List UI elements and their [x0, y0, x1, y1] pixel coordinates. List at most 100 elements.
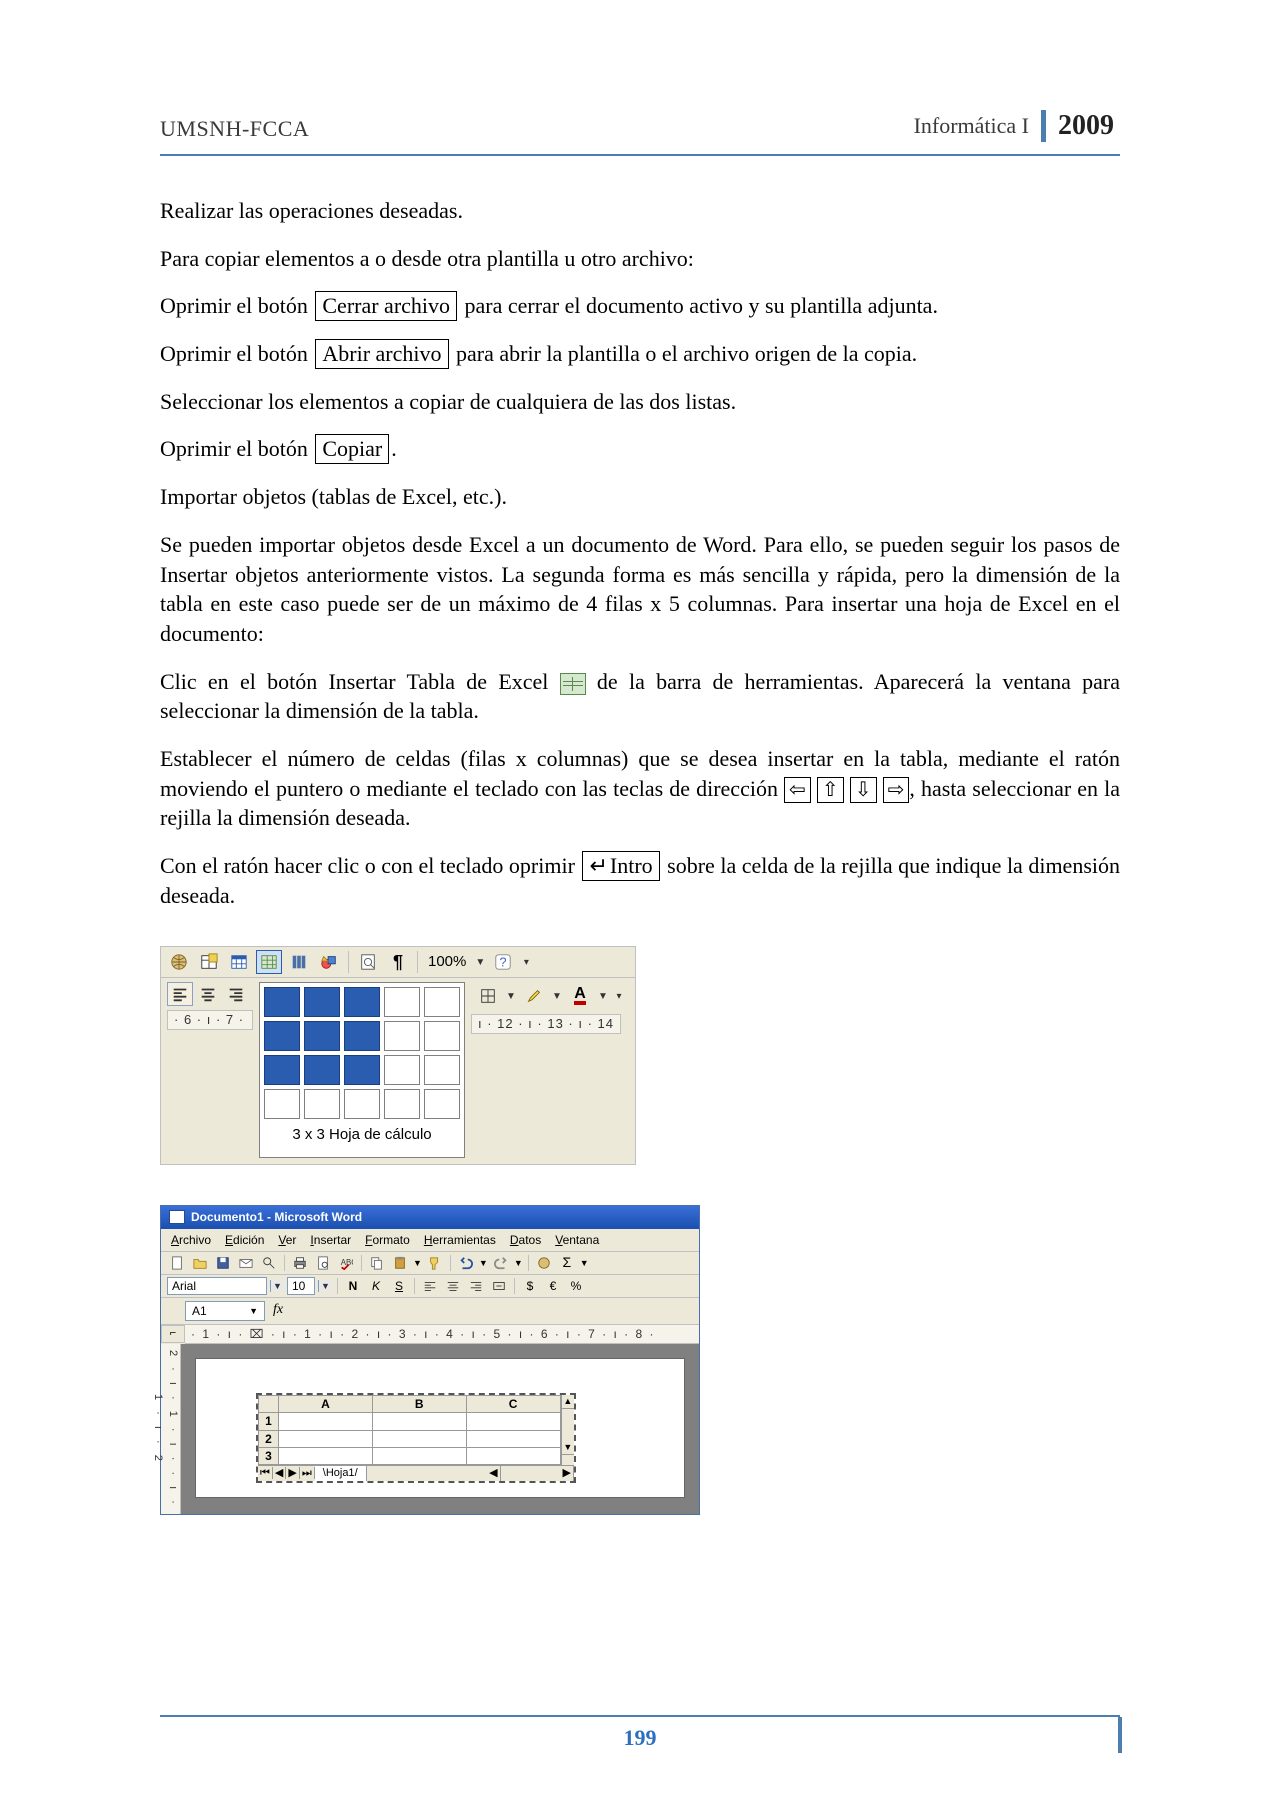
zoom-dropdown[interactable]: ▼ — [474, 956, 486, 970]
italic-button[interactable]: K — [366, 1277, 386, 1295]
globe-icon[interactable] — [534, 1254, 554, 1272]
grid-picker-cell[interactable] — [264, 1089, 300, 1119]
open-icon[interactable] — [190, 1254, 210, 1272]
help-icon[interactable]: ? — [490, 950, 516, 974]
euro-button[interactable]: € — [543, 1277, 563, 1295]
redo-icon[interactable] — [491, 1254, 511, 1272]
toolbar-overflow[interactable]: ▾ — [520, 956, 532, 970]
scroll-down-icon[interactable]: ▼ — [562, 1441, 574, 1455]
highlight-dropdown[interactable]: ▼ — [551, 990, 563, 1004]
currency-button[interactable]: $ — [520, 1277, 540, 1295]
scroll-up-icon[interactable]: ▲ — [562, 1395, 574, 1409]
insert-table-icon[interactable] — [226, 950, 252, 974]
align-right-icon[interactable] — [466, 1277, 486, 1295]
excel-cell[interactable] — [372, 1413, 466, 1430]
sheet-nav-button[interactable]: ⏭ — [300, 1467, 315, 1479]
search-icon[interactable] — [259, 1254, 279, 1272]
excel-col-header[interactable]: B — [372, 1396, 466, 1413]
grid-picker-cell[interactable] — [344, 1089, 380, 1119]
paste-icon[interactable] — [390, 1254, 410, 1272]
sheet-nav-button[interactable]: ▶ — [286, 1467, 299, 1479]
grid-picker-cell[interactable] — [304, 1089, 340, 1119]
excel-cell[interactable] — [466, 1413, 560, 1430]
autosum-dropdown[interactable]: ▼ — [580, 1257, 589, 1269]
paste-dropdown[interactable]: ▼ — [413, 1257, 422, 1269]
menu-item[interactable]: Herramientas — [424, 1232, 496, 1248]
menu-item[interactable]: Ventana — [555, 1232, 599, 1248]
excel-row-header[interactable]: 3 — [259, 1447, 279, 1464]
menu-item[interactable]: Formato — [365, 1232, 410, 1248]
copy-icon[interactable] — [367, 1254, 387, 1272]
grid-picker-cell[interactable] — [384, 987, 420, 1017]
sheet-tab[interactable]: \Hoja1/ — [315, 1466, 367, 1481]
show-paragraph-icon[interactable]: ¶ — [385, 950, 411, 974]
font-name-combo[interactable]: Arial — [167, 1277, 267, 1295]
highlight-icon[interactable] — [521, 984, 547, 1008]
grid-picker-cell[interactable] — [424, 1089, 460, 1119]
merge-center-icon[interactable] — [489, 1277, 509, 1295]
hscroll-right-icon[interactable]: ▶ — [561, 1466, 574, 1481]
sheet-nav-button[interactable]: ◀ — [273, 1467, 286, 1479]
menu-item[interactable]: Ver — [278, 1232, 296, 1248]
undo-dropdown[interactable]: ▼ — [479, 1257, 488, 1269]
grid-picker-cell[interactable] — [344, 987, 380, 1017]
insert-excel-sheet-icon[interactable] — [256, 950, 282, 974]
excel-vscroll[interactable]: ▲ ▼ — [561, 1395, 574, 1465]
mail-icon[interactable] — [236, 1254, 256, 1272]
hscroll-left-icon[interactable]: ◀ — [487, 1466, 500, 1481]
sheet-nav-button[interactable]: ⏮ — [258, 1467, 273, 1479]
preview-icon[interactable] — [313, 1254, 333, 1272]
align-right-icon[interactable] — [223, 982, 249, 1006]
globe-icon[interactable] — [166, 950, 192, 974]
excel-col-header[interactable]: C — [466, 1396, 560, 1413]
name-box[interactable]: A1▼ — [185, 1301, 265, 1321]
grid-picker-cell[interactable] — [264, 987, 300, 1017]
new-icon[interactable] — [167, 1254, 187, 1272]
grid-picker[interactable]: 3 x 3 Hoja de cálculo — [259, 982, 465, 1158]
print-icon[interactable] — [290, 1254, 310, 1272]
font-size-combo[interactable]: 10 — [287, 1277, 315, 1295]
doc-map-icon[interactable] — [355, 950, 381, 974]
drawing-icon[interactable] — [316, 950, 342, 974]
spellcheck-icon[interactable]: ABC — [336, 1254, 356, 1272]
excel-row-header[interactable]: 2 — [259, 1430, 279, 1447]
save-icon[interactable] — [213, 1254, 233, 1272]
grid-picker-cell[interactable] — [264, 1021, 300, 1051]
align-left-icon[interactable] — [167, 982, 193, 1006]
excel-col-header[interactable]: A — [279, 1396, 373, 1413]
font-color-icon[interactable]: A — [567, 984, 593, 1008]
grid-picker-cell[interactable] — [264, 1055, 300, 1085]
columns-icon[interactable] — [286, 950, 312, 974]
excel-cell[interactable] — [372, 1447, 466, 1464]
tables-borders-icon[interactable] — [196, 950, 222, 974]
grid-picker-cell[interactable] — [344, 1021, 380, 1051]
font-color-dropdown[interactable]: ▼ — [597, 990, 609, 1004]
autosum-icon[interactable]: Σ — [557, 1254, 577, 1272]
excel-cell[interactable] — [279, 1447, 373, 1464]
grid-picker-cell[interactable] — [384, 1089, 420, 1119]
grid-picker-cell[interactable] — [424, 987, 460, 1017]
toolbar-overflow[interactable]: ▾ — [613, 990, 625, 1004]
excel-cell[interactable] — [466, 1430, 560, 1447]
underline-button[interactable]: S — [389, 1277, 409, 1295]
grid-picker-cell[interactable] — [304, 1055, 340, 1085]
align-center-icon[interactable] — [443, 1277, 463, 1295]
border-icon[interactable] — [475, 984, 501, 1008]
grid-picker-cell[interactable] — [384, 1021, 420, 1051]
font-size-dropdown[interactable]: ▼ — [318, 1280, 332, 1292]
excel-row-header[interactable]: 1 — [259, 1413, 279, 1430]
menu-item[interactable]: Datos — [510, 1232, 541, 1248]
excel-cell[interactable] — [372, 1430, 466, 1447]
excel-cell[interactable] — [279, 1430, 373, 1447]
border-dropdown[interactable]: ▼ — [505, 990, 517, 1004]
undo-icon[interactable] — [456, 1254, 476, 1272]
font-name-dropdown[interactable]: ▼ — [270, 1280, 284, 1292]
menu-item[interactable]: Insertar — [310, 1232, 351, 1248]
grid-picker-cell[interactable] — [424, 1021, 460, 1051]
zoom-value[interactable]: 100% — [424, 952, 470, 972]
grid-picker-cell[interactable] — [304, 1021, 340, 1051]
grid-picker-cell[interactable] — [344, 1055, 380, 1085]
percent-button[interactable]: % — [566, 1277, 586, 1295]
align-left-icon[interactable] — [420, 1277, 440, 1295]
excel-cell[interactable] — [279, 1413, 373, 1430]
